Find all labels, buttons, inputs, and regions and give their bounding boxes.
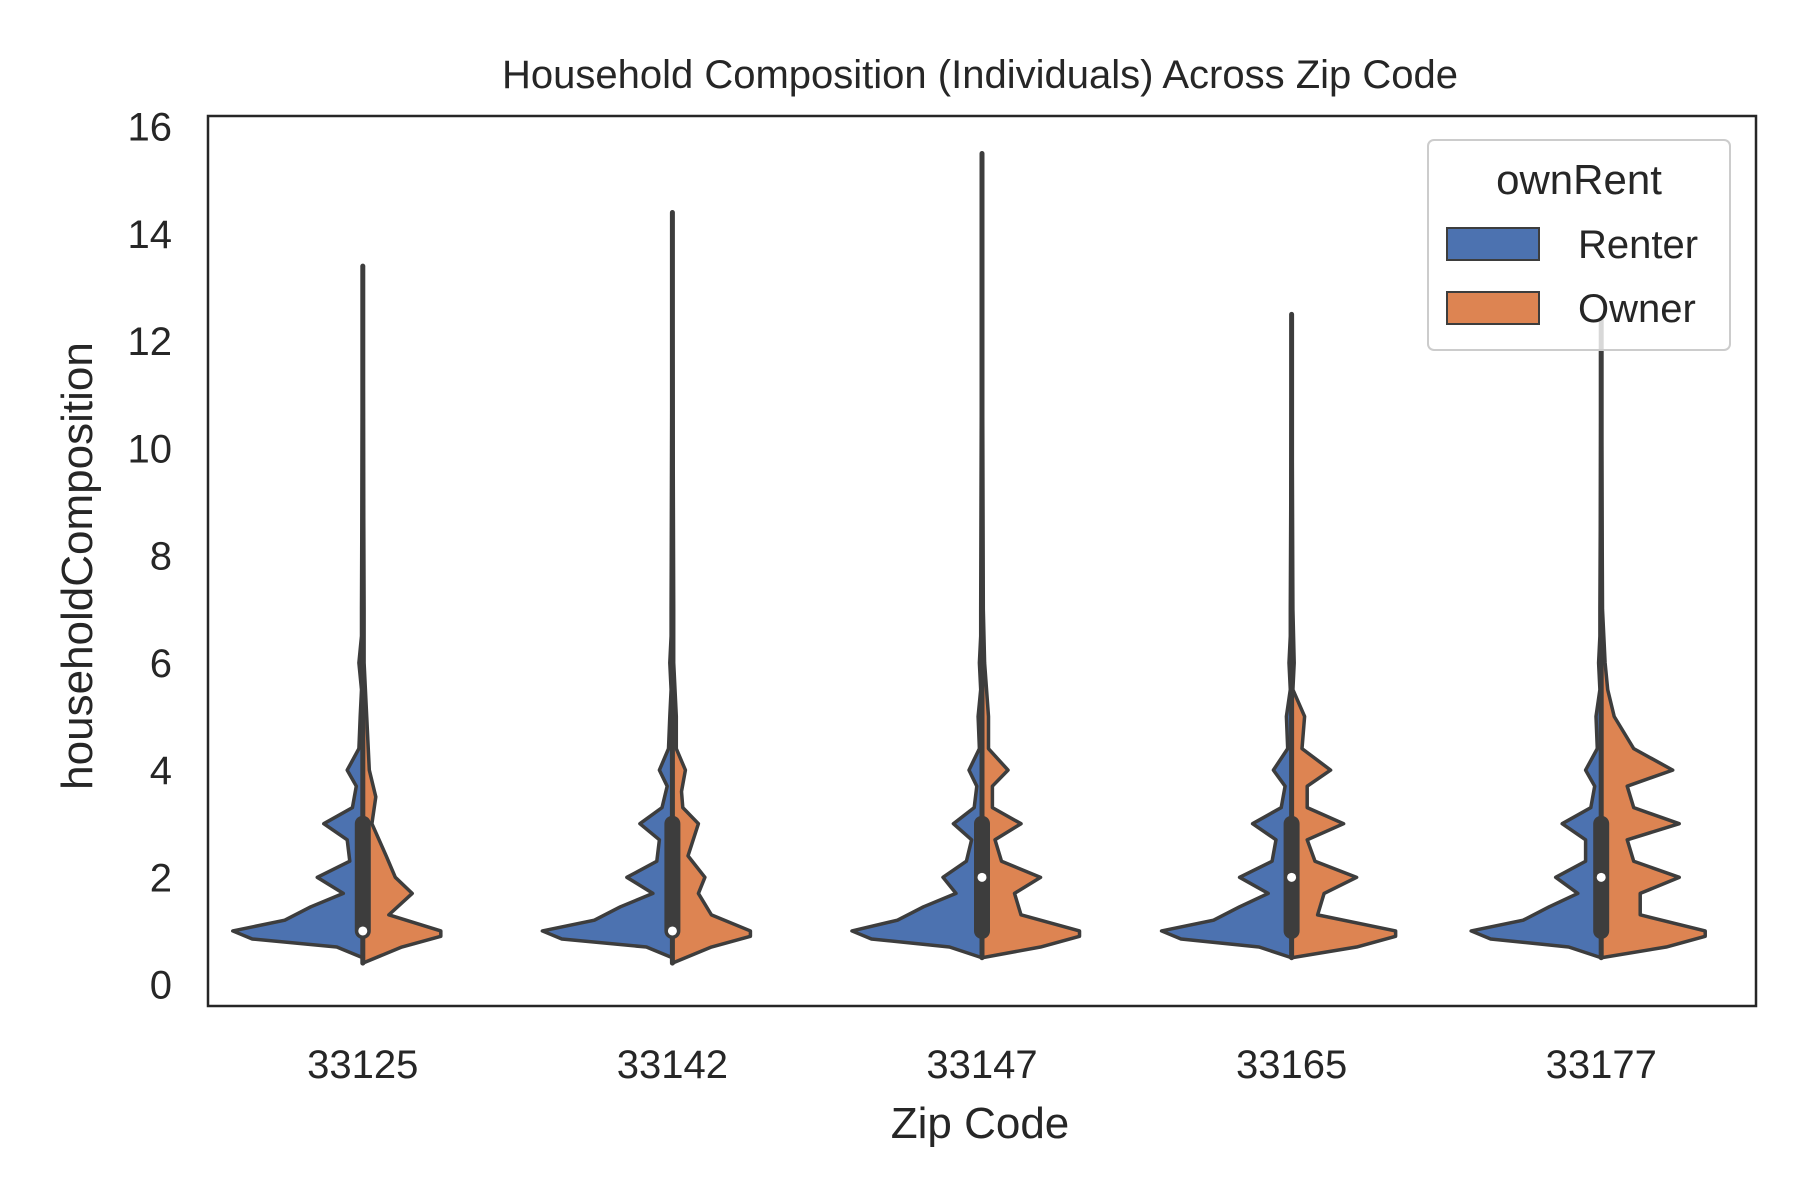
x-tick-label: 33147 — [926, 1043, 1037, 1087]
violin-half-owner — [1289, 312, 1398, 960]
violin-half-owner — [1599, 317, 1707, 960]
violin-median-dot — [358, 926, 368, 936]
y-tick-label: 14 — [128, 213, 173, 257]
violin-half-owner — [980, 151, 1082, 960]
y-tick-label: 8 — [150, 535, 172, 579]
violin-half-renter — [231, 264, 365, 960]
violin-median-dot — [977, 872, 987, 882]
chart-title: Household Composition (Individuals) Acro… — [502, 53, 1458, 97]
y-tick-label: 4 — [150, 749, 172, 793]
legend-swatch-renter — [1446, 227, 1540, 261]
x-axis-ticks: 33125 33142 33147 33165 33177 — [307, 1043, 1657, 1087]
violin-half-renter — [540, 210, 675, 960]
plot-frame — [206, 114, 1758, 1008]
violin-median-dot — [1287, 872, 1297, 882]
violin-median-dot — [1596, 872, 1606, 882]
y-tick-label: 10 — [128, 427, 173, 471]
x-axis-label: Zip Code — [891, 1099, 1070, 1148]
violin-median-dot — [667, 926, 677, 936]
violin-half-renter — [850, 151, 984, 960]
violin-half-renter — [1159, 312, 1294, 960]
y-tick-label: 6 — [150, 642, 172, 686]
x-tick-label: 33165 — [1236, 1043, 1347, 1087]
violin-half-renter — [1469, 317, 1603, 960]
y-tick-label: 12 — [128, 320, 173, 364]
legend: ownRent Renter Owner — [1427, 139, 1731, 351]
y-tick-label: 0 — [150, 964, 172, 1008]
legend-label-renter: Renter — [1578, 223, 1698, 267]
x-tick-label: 33177 — [1546, 1043, 1657, 1087]
x-tick-label: 33125 — [307, 1043, 418, 1087]
y-axis-ticks: 0 2 4 6 8 10 12 14 16 — [128, 106, 173, 1008]
y-tick-label: 2 — [150, 856, 172, 900]
y-axis-label: householdComposition — [53, 342, 102, 790]
violin-half-owner — [361, 264, 443, 965]
legend-title: ownRent — [1496, 156, 1662, 203]
legend-label-owner: Owner — [1578, 287, 1696, 331]
legend-swatch-owner — [1446, 291, 1540, 325]
violin-half-owner — [670, 210, 753, 965]
y-tick-label: 16 — [128, 106, 173, 150]
x-tick-label: 33142 — [617, 1043, 728, 1087]
plot-area — [231, 151, 1707, 966]
